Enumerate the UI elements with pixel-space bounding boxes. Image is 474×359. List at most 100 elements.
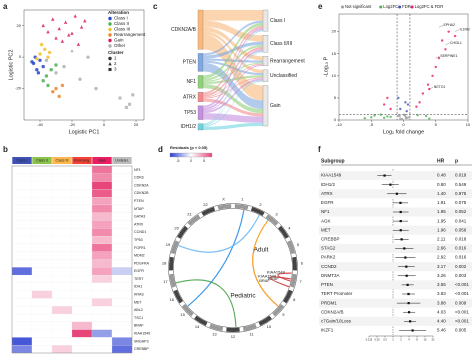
- heat-cell: [51, 204, 73, 213]
- point: [424, 114, 428, 118]
- source-node: [197, 9, 204, 50]
- x-tick-label: 0.25: [374, 338, 380, 342]
- chromosome-label: 1: [241, 197, 244, 202]
- panel-label: b: [3, 145, 8, 154]
- heat-cell: [91, 173, 113, 182]
- p-label: 0.016: [455, 246, 467, 251]
- heat-cell: [91, 337, 113, 346]
- colorbar-tick-label: 5: [203, 159, 205, 163]
- point: [46, 29, 50, 34]
- heat-cell: [11, 313, 33, 322]
- point: [47, 50, 52, 55]
- y-tick-label: 15: [332, 51, 337, 56]
- heat-cell: [31, 259, 53, 268]
- p-label: 0.016: [455, 255, 467, 260]
- colorbar-title: Residuals (p < 0.05): [170, 145, 208, 150]
- row-label: PDGFRA: [134, 261, 150, 265]
- source-label: IDH1/2: [180, 124, 196, 130]
- heat-cell: [11, 181, 33, 190]
- point: [44, 58, 49, 62]
- panel-label: e: [318, 2, 323, 11]
- row-label: PARK2: [321, 255, 336, 260]
- heat-cell: [11, 337, 33, 346]
- flow: [203, 44, 263, 81]
- heat-cell: [111, 329, 133, 338]
- target-label: Rearrangement: [270, 58, 305, 64]
- point: [363, 117, 366, 120]
- legend-swatch: [108, 56, 112, 61]
- point: [38, 58, 42, 62]
- x-tick-label: -5: [369, 122, 373, 127]
- heat-cell: [31, 204, 53, 213]
- hr-label: 0.80: [437, 182, 446, 187]
- heat-cell: [11, 259, 33, 268]
- p-label: 0.009: [455, 300, 467, 305]
- flow: [203, 78, 263, 114]
- heat-cell: [31, 282, 53, 291]
- row-label: ATRX: [134, 222, 144, 226]
- chromosome-arc: [292, 256, 297, 271]
- row-label: CREBBP: [321, 237, 340, 242]
- column-label: Class II: [36, 159, 48, 163]
- heat-cell: [91, 212, 113, 221]
- chromosome-arc: [173, 289, 183, 304]
- heat-cell: [91, 290, 113, 299]
- point: [401, 117, 404, 121]
- legend-label: 1: [114, 56, 117, 61]
- heat-cell: [91, 243, 113, 252]
- heat-cell: [11, 329, 33, 338]
- heat-cell: [91, 282, 113, 291]
- point: [62, 64, 66, 69]
- heat-cell: [31, 243, 53, 252]
- chromosome-arc: [283, 289, 293, 304]
- row-label: MDM2: [134, 254, 145, 258]
- point: [118, 96, 122, 100]
- chromosome-arc: [265, 214, 279, 226]
- x-axis-label: Log₂ fold change: [383, 129, 424, 135]
- colorbar: [169, 152, 213, 158]
- flow: [203, 20, 263, 56]
- flow: [203, 27, 263, 61]
- plot-frame: [23, 9, 145, 121]
- chromosome-arc: [278, 225, 289, 239]
- heat-cell: [51, 228, 73, 237]
- hr-label: 3.55: [437, 282, 446, 287]
- point: [404, 117, 408, 120]
- hr-point: [409, 320, 412, 323]
- source-label: PTEN: [183, 60, 197, 66]
- chromosome-arc: [234, 204, 249, 210]
- point: [41, 64, 45, 69]
- heat-cell: [111, 259, 133, 268]
- row-label: TERT Promoter: [321, 291, 353, 296]
- row-label: MET: [321, 227, 331, 232]
- chromosome-label: 22: [203, 202, 208, 207]
- legend-label: 3: [114, 67, 117, 72]
- legend-label: Class II: [114, 21, 129, 26]
- legend-label: Other: [114, 43, 126, 48]
- row-label: NF1: [321, 209, 330, 214]
- heat-cell: [111, 321, 133, 330]
- point: [444, 48, 447, 51]
- point: [399, 117, 402, 120]
- point: [35, 57, 39, 61]
- heat-cell: [51, 181, 73, 190]
- heat-cell: [11, 298, 33, 307]
- heat-cell: [31, 181, 53, 190]
- heat-cell: [91, 321, 113, 330]
- point: [386, 115, 389, 118]
- point: [389, 115, 392, 119]
- heat-cell: [71, 282, 93, 291]
- heat-cell: [31, 298, 53, 307]
- row-label: NF1: [134, 168, 141, 172]
- heat-cell: [11, 345, 33, 354]
- point: [51, 90, 55, 94]
- point: [41, 23, 45, 28]
- row-label: CDKN2B: [134, 191, 149, 195]
- point: [70, 48, 74, 53]
- annotation: NETO1: [434, 85, 446, 89]
- row-label: TSC1: [134, 316, 143, 320]
- row-label: AGK: [321, 218, 331, 223]
- point: [78, 77, 82, 81]
- flow: [203, 113, 263, 123]
- p-label: 0.975: [455, 191, 467, 196]
